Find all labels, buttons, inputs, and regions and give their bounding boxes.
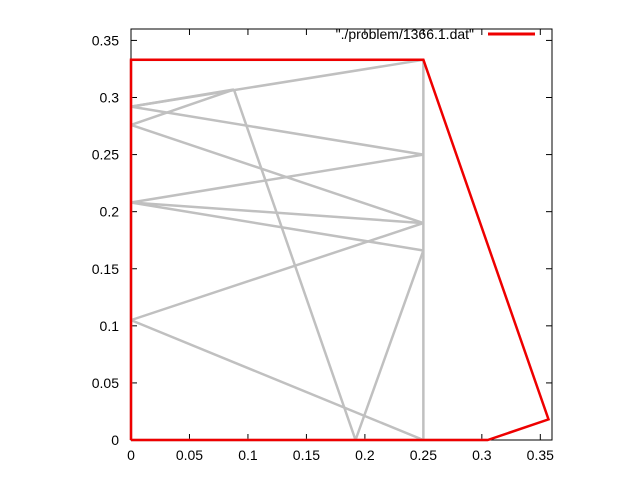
x-tick-label: 0.1: [238, 447, 258, 463]
x-tick-label: 0.3: [472, 447, 492, 463]
segment-line: [130, 88, 235, 108]
legend: "./problem/1366.1.dat": [336, 26, 535, 42]
segment-line: [130, 318, 424, 442]
x-tick-label: 0.05: [176, 447, 203, 463]
y-tick-label: 0.1: [100, 318, 120, 334]
segment-line: [130, 201, 424, 252]
segment-line: [130, 221, 424, 322]
x-tick-label: 0.2: [355, 447, 375, 463]
y-tick-label: 0.2: [100, 204, 120, 220]
x-tick-label: 0.35: [527, 447, 554, 463]
y-tick-label: 0.25: [92, 147, 119, 163]
segment-line: [130, 153, 424, 204]
segment-line: [130, 123, 424, 225]
plot-frame: [130, 28, 553, 441]
x-tick-label: 0.15: [293, 447, 320, 463]
y-tick-label: 0.35: [92, 32, 119, 48]
x-tick-label: 0.25: [410, 447, 437, 463]
segment-line: [130, 105, 424, 156]
segment-line: [354, 250, 425, 441]
legend-label: "./problem/1366.1.dat": [336, 26, 474, 42]
y-tick-label: 0.05: [92, 375, 119, 391]
y-tick-label: 0.15: [92, 261, 119, 277]
segment-line: [232, 89, 357, 441]
series-line: [129, 58, 551, 442]
y-tick-label: 0.3: [100, 90, 120, 106]
y-tick-label: 0: [111, 432, 119, 448]
segment-line: [130, 88, 235, 127]
x-tick-label: 0: [127, 447, 135, 463]
